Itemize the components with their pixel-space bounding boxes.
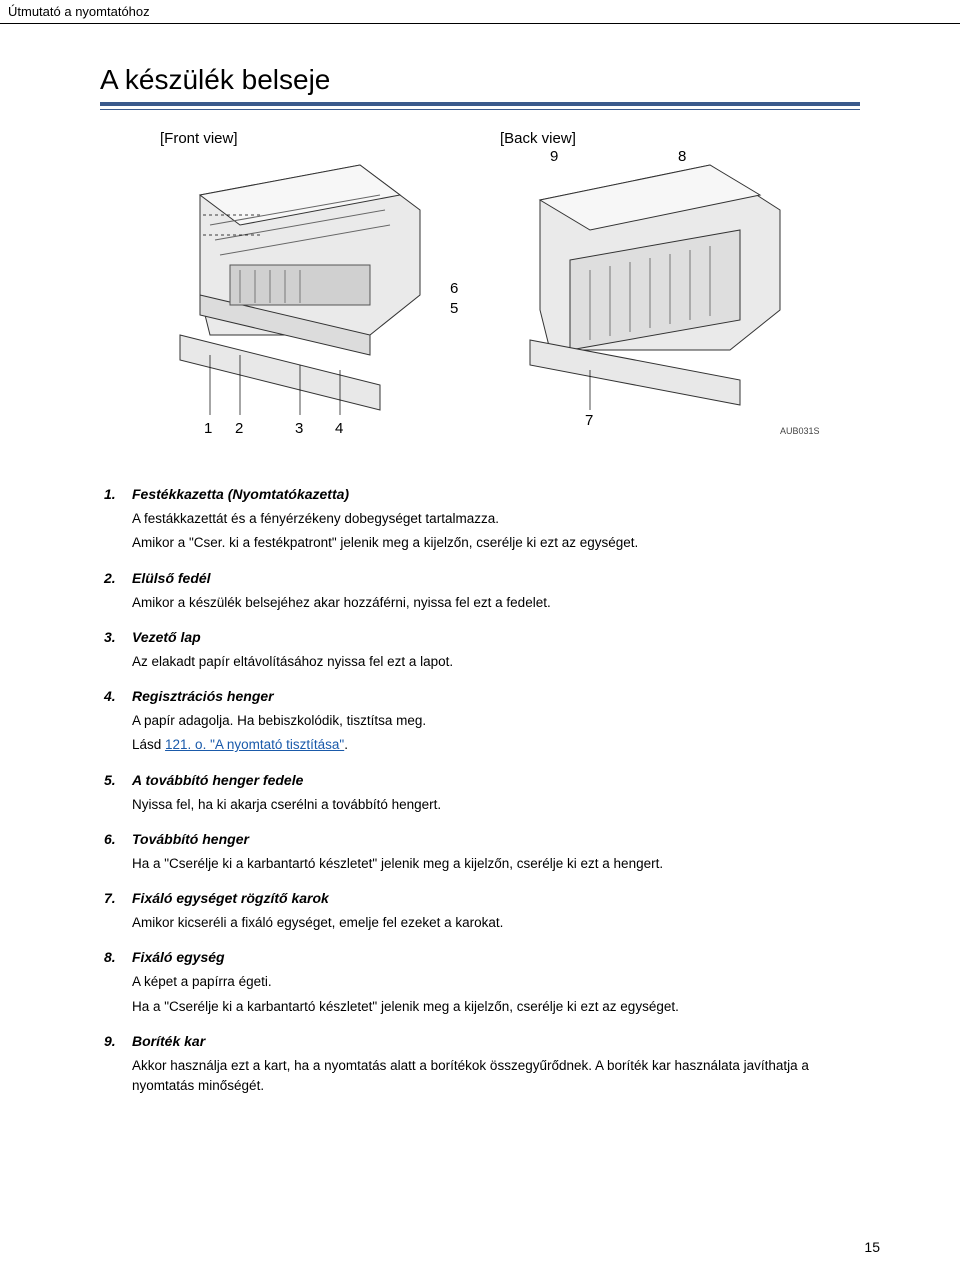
item-6-title: Továbbító henger [132,829,860,850]
page-content: A készülék belseje [Front view] [Back vi… [0,24,960,1130]
callout-9: 9 [550,148,558,165]
diagram-area: [Front view] [Back view] [100,130,860,460]
callout-1: 1 [204,420,212,437]
item-1-desc-2: Amikor a "Cser. ki a festékpatront" jele… [132,533,860,553]
item-8-desc-2: Ha a "Cserélje ki a karbantartó készlete… [132,997,860,1017]
item-3: Vezető lap Az elakadt papír eltávolításá… [100,627,860,672]
item-5: A továbbító henger fedele Nyissa fel, ha… [100,770,860,815]
diagram-code: AUB031S [780,426,820,436]
item-4-link-prefix: Lásd [132,737,165,752]
item-1: Festékkazetta (Nyomtatókazetta) A festák… [100,484,860,554]
title-rule [100,102,860,110]
callout-3: 3 [295,420,303,437]
cleaning-link[interactable]: 121. o. "A nyomtató tisztítása" [165,737,344,752]
item-4-link-suffix: . [344,737,348,752]
callout-8: 8 [678,148,686,165]
callout-5: 5 [450,300,458,317]
item-4: Regisztrációs henger A papír adagolja. H… [100,686,860,756]
item-2-title: Elülső fedél [132,568,860,589]
callout-7: 7 [585,412,593,429]
back-printer-illustration [480,150,800,420]
item-7: Fixáló egységet rögzítő karok Amikor kic… [100,888,860,933]
item-3-desc-1: Az elakadt papír eltávolításához nyissa … [132,652,860,672]
front-view-label: [Front view] [160,130,238,147]
item-6-desc-1: Ha a "Cserélje ki a karbantartó készlete… [132,854,860,874]
item-8-desc-1: A képet a papírra égeti. [132,972,860,992]
item-9-title: Boríték kar [132,1031,860,1052]
item-4-title: Regisztrációs henger [132,686,860,707]
item-8-title: Fixáló egység [132,947,860,968]
item-6: Továbbító henger Ha a "Cserélje ki a kar… [100,829,860,874]
item-1-title: Festékkazetta (Nyomtatókazetta) [132,484,860,505]
item-3-title: Vezető lap [132,627,860,648]
item-5-desc-1: Nyissa fel, ha ki akarja cserélni a tová… [132,795,860,815]
item-2: Elülső fedél Amikor a készülék belsejéhe… [100,568,860,613]
item-9-desc-1: Akkor használja ezt a kart, ha a nyomtat… [132,1056,860,1097]
callout-6: 6 [450,280,458,297]
back-view-label: [Back view] [500,130,576,147]
callout-4: 4 [335,420,343,437]
item-7-title: Fixáló egységet rögzítő karok [132,888,860,909]
front-printer-illustration [140,155,440,425]
item-8: Fixáló egység A képet a papírra égeti. H… [100,947,860,1017]
item-4-link-line: Lásd 121. o. "A nyomtató tisztítása". [132,735,860,755]
item-5-title: A továbbító henger fedele [132,770,860,791]
item-4-desc-1: A papír adagolja. Ha bebiszkolódik, tisz… [132,711,860,731]
page-title: A készülék belseje [100,64,860,96]
callout-2: 2 [235,420,243,437]
item-7-desc-1: Amikor kicseréli a fixáló egységet, emel… [132,913,860,933]
item-2-desc-1: Amikor a készülék belsejéhez akar hozzáf… [132,593,860,613]
item-list: Festékkazetta (Nyomtatókazetta) A festák… [100,484,860,1096]
item-1-desc-1: A festákkazettát és a fényérzékeny dobeg… [132,509,860,529]
item-9: Boríték kar Akkor használja ezt a kart, … [100,1031,860,1097]
page-number: 15 [864,1239,880,1255]
document-header: Útmutató a nyomtatóhoz [0,0,960,24]
